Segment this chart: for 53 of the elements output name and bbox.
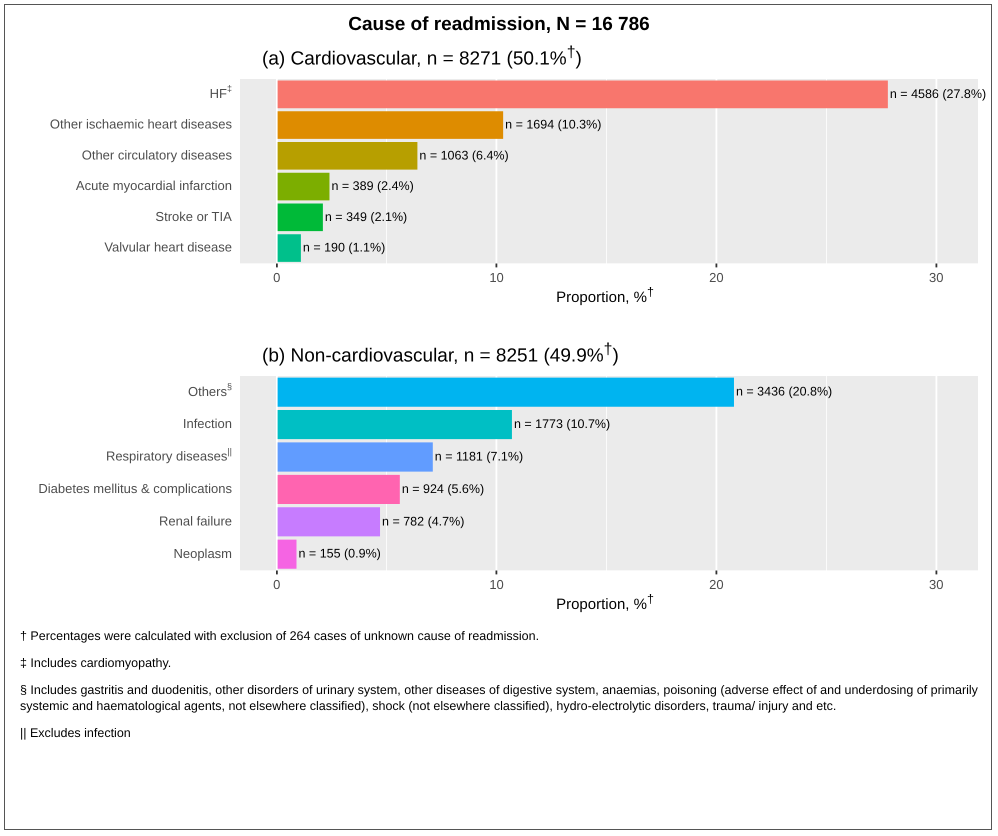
data-label: n = 4586 (27.8%): [890, 86, 986, 101]
y-tick-label: Infection: [182, 416, 232, 432]
data-label: n = 389 (2.4%): [331, 179, 414, 194]
text: ‡ Includes cardiomyopathy.: [20, 655, 172, 671]
y-tick-label: HF‡: [210, 84, 232, 101]
bar: [278, 507, 380, 536]
x-axis-title: Proportion, %$^{†}$: [555, 592, 655, 614]
text: § Includes gastritis and duodenitis, other disorders of urinary system, other diseases of digestive system, anaemias, poisoning (adverse effect of and underdosing of primarily systemic and haematological agents, not elsewhere classified), shock (not elsewhere classified), hydro-electrolytic disorders, trauma/ injury and etc.: [20, 682, 979, 714]
bar: [278, 172, 330, 200]
bar: [278, 234, 301, 262]
data-label: n = 3436 (20.8%): [736, 384, 832, 399]
y-tick-label: Respiratory diseases||: [106, 446, 232, 464]
bar: [278, 474, 400, 504]
data-label: n = 1694 (10.3%): [505, 118, 602, 132]
x-tick-label: 20: [709, 270, 724, 285]
x-tick-label: 0: [273, 270, 280, 285]
y-tick-label: Neoplasm: [173, 546, 232, 561]
x-tick-label: 10: [489, 270, 504, 285]
x-tick-label: 30: [928, 576, 944, 592]
x-tick-label: 30: [928, 270, 944, 285]
bar: [278, 203, 323, 232]
chart-title: Cause of readmission, N = 16 786: [347, 14, 651, 37]
data-label: n = 190 (1.1%): [302, 240, 386, 254]
chart-subtitle: (a) Cardiovascular, n = 8271 (50.1%$^{†}$): [262, 44, 583, 72]
bar: [278, 80, 888, 108]
y-tick-label: Renal failure: [159, 513, 232, 528]
x-tick-label: 10: [489, 576, 504, 592]
y-tick-label: Stroke or TIA: [155, 208, 232, 224]
bar: [278, 540, 296, 569]
y-tick-label: Valvular heart disease: [104, 240, 232, 255]
data-label: n = 1773 (10.7%): [514, 417, 610, 432]
y-tick-label: Other circulatory diseases: [82, 147, 232, 162]
bar: [278, 442, 433, 472]
text: † Percentages were calculated with exclusion of 264 cases of unknown cause of readmission.: [20, 628, 540, 644]
bar: [278, 378, 734, 407]
data-label: n = 782 (4.7%): [382, 514, 464, 528]
data-label: n = 1063 (6.4%): [419, 148, 509, 162]
x-tick-label: 20: [709, 576, 724, 592]
y-tick-label: Other ischaemic heart diseases: [50, 116, 232, 132]
x-tick-label: 0: [273, 576, 280, 592]
y-tick-label: Acute myocardial infarction: [76, 178, 232, 194]
data-label: n = 924 (5.6%): [402, 482, 484, 496]
data-label: n = 155 (0.9%): [298, 546, 381, 561]
x-axis-title: Proportion, %$^{†}$: [555, 285, 655, 307]
chart-title: (b) Non-cardiovascular, n = 8251 (49.9%$^{†}$): [262, 341, 620, 368]
data-label: n = 1181 (7.1%): [434, 449, 524, 464]
text: || Excludes infection: [20, 725, 132, 741]
bar: [278, 111, 504, 139]
bar: [278, 410, 512, 440]
data-label: n = 349 (2.1%): [324, 210, 408, 224]
y-tick-label: Others§: [188, 381, 232, 399]
bar: [278, 142, 418, 170]
y-tick-label: Diabetes mellitus & complications: [38, 480, 232, 496]
